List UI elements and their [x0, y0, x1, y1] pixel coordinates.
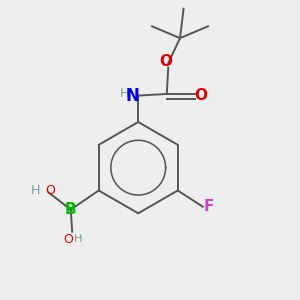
- Text: O: O: [63, 232, 73, 246]
- Text: H: H: [31, 184, 40, 197]
- Text: O: O: [159, 54, 172, 69]
- Text: B: B: [65, 202, 76, 217]
- Text: H: H: [119, 87, 129, 100]
- Text: N: N: [126, 86, 140, 104]
- Text: O: O: [195, 88, 208, 103]
- Text: F: F: [204, 199, 214, 214]
- Text: O: O: [46, 184, 56, 197]
- Text: H: H: [74, 234, 82, 244]
- Text: ·: ·: [80, 232, 82, 242]
